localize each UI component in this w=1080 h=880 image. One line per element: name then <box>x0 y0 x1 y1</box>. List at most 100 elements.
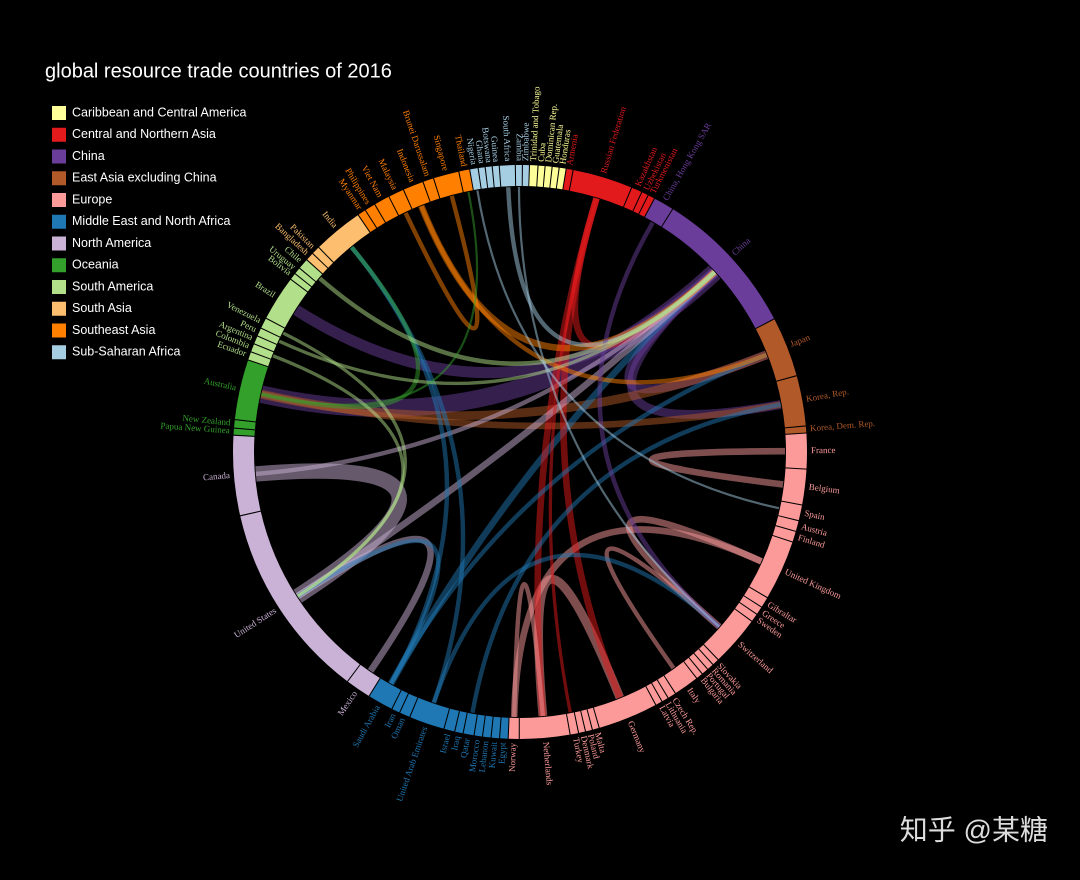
country-arc <box>556 167 566 190</box>
country-label: Ghana <box>474 140 487 165</box>
country-arc <box>423 178 440 202</box>
chord <box>260 390 782 430</box>
country-arc <box>652 680 668 702</box>
country-label: Papua New Guinea <box>160 420 230 435</box>
country-arc <box>307 253 328 274</box>
chord <box>597 221 721 629</box>
country-arc <box>254 336 277 352</box>
legend-label: Southeast Asia <box>72 323 155 337</box>
country-arc <box>375 196 399 223</box>
country-arc <box>550 166 559 189</box>
chord <box>403 195 480 331</box>
country-arc <box>233 435 261 516</box>
country-label: Canada <box>203 470 231 482</box>
country-arc <box>261 318 285 337</box>
country-label: Botswana <box>480 127 494 163</box>
chord <box>470 402 782 714</box>
chords <box>255 186 786 718</box>
country-label: Cuba <box>536 142 547 162</box>
country-arc <box>639 195 654 217</box>
legend-swatch <box>52 149 66 164</box>
country-arc <box>257 328 280 344</box>
country-arc <box>463 712 477 736</box>
country-arc <box>522 165 529 187</box>
country-arc <box>519 713 570 739</box>
country-label: Zimbabwe <box>520 122 531 161</box>
country-arc <box>389 189 412 216</box>
country-arc <box>410 697 450 729</box>
legend-label: Central and Northern Asia <box>72 127 216 141</box>
country-arc <box>499 165 516 187</box>
legend-swatch <box>52 214 66 229</box>
country-arc <box>291 274 312 292</box>
country-arc <box>266 279 308 328</box>
country-label: Belgium <box>808 482 840 496</box>
country-arc <box>699 644 718 665</box>
country-arc <box>581 709 592 732</box>
country-arc <box>444 708 460 732</box>
country-arc <box>563 168 573 191</box>
country-label: Spain <box>804 508 827 522</box>
country-arc <box>233 428 255 436</box>
country-label: Qatar <box>458 737 471 758</box>
country-label: Nigeria <box>465 137 479 165</box>
chart-title: global resource trade countries of 2016 <box>45 60 392 82</box>
legend-swatch <box>52 301 66 316</box>
legend-label: China <box>72 149 105 163</box>
country-arc <box>744 587 768 607</box>
chord <box>296 538 441 685</box>
country-arc <box>434 171 463 199</box>
country-label: Norway <box>507 742 518 772</box>
country-arc <box>455 711 467 734</box>
country-arc <box>781 468 807 505</box>
country-arc <box>400 693 418 717</box>
country-label: Kuwait <box>487 741 499 769</box>
country-arc <box>295 268 316 287</box>
legend-label: North America <box>72 236 151 250</box>
country-arc <box>403 182 430 209</box>
country-label: South Africa <box>501 115 513 161</box>
country-label: Iraq <box>449 735 462 752</box>
country-arc <box>566 712 579 735</box>
country-arc <box>347 664 380 696</box>
legend-label: Oceania <box>72 258 119 272</box>
chord <box>431 552 721 704</box>
country-label: Turkey <box>571 737 586 765</box>
country-arc <box>478 167 488 189</box>
country-arc <box>515 164 522 187</box>
chord <box>476 190 780 510</box>
legend-label: South Asia <box>72 301 132 315</box>
legend-swatch <box>52 258 66 273</box>
country-label: Israel <box>438 732 453 754</box>
country-label: France <box>811 445 836 455</box>
chord <box>272 354 405 598</box>
country-arc <box>508 717 519 739</box>
chord <box>517 186 720 628</box>
legend-swatch <box>52 106 66 120</box>
legend-swatch <box>52 323 66 338</box>
chord <box>548 197 599 713</box>
country-arc <box>646 683 662 705</box>
country-arc <box>569 170 632 207</box>
country-label: Guinea <box>489 136 501 163</box>
country-arc <box>735 602 757 621</box>
country-arc <box>251 344 274 359</box>
chord <box>511 582 546 717</box>
country-label: Egypt <box>497 742 508 765</box>
country-arc <box>749 535 793 598</box>
country-arc <box>694 649 713 669</box>
country-arc <box>313 247 334 268</box>
chord <box>278 270 716 386</box>
country-arc <box>319 215 370 263</box>
country-label: Guatemala <box>550 124 565 164</box>
country-arc <box>633 192 648 214</box>
country-label: Zambia <box>515 133 525 161</box>
legend-label: Middle East and North Africa <box>72 214 230 228</box>
country-arc <box>587 707 599 730</box>
chord <box>295 269 717 599</box>
country-arc <box>623 187 642 211</box>
country-arc <box>248 352 271 367</box>
country-arc <box>785 433 807 469</box>
country-arc <box>369 678 401 709</box>
legend-swatch <box>52 280 66 294</box>
